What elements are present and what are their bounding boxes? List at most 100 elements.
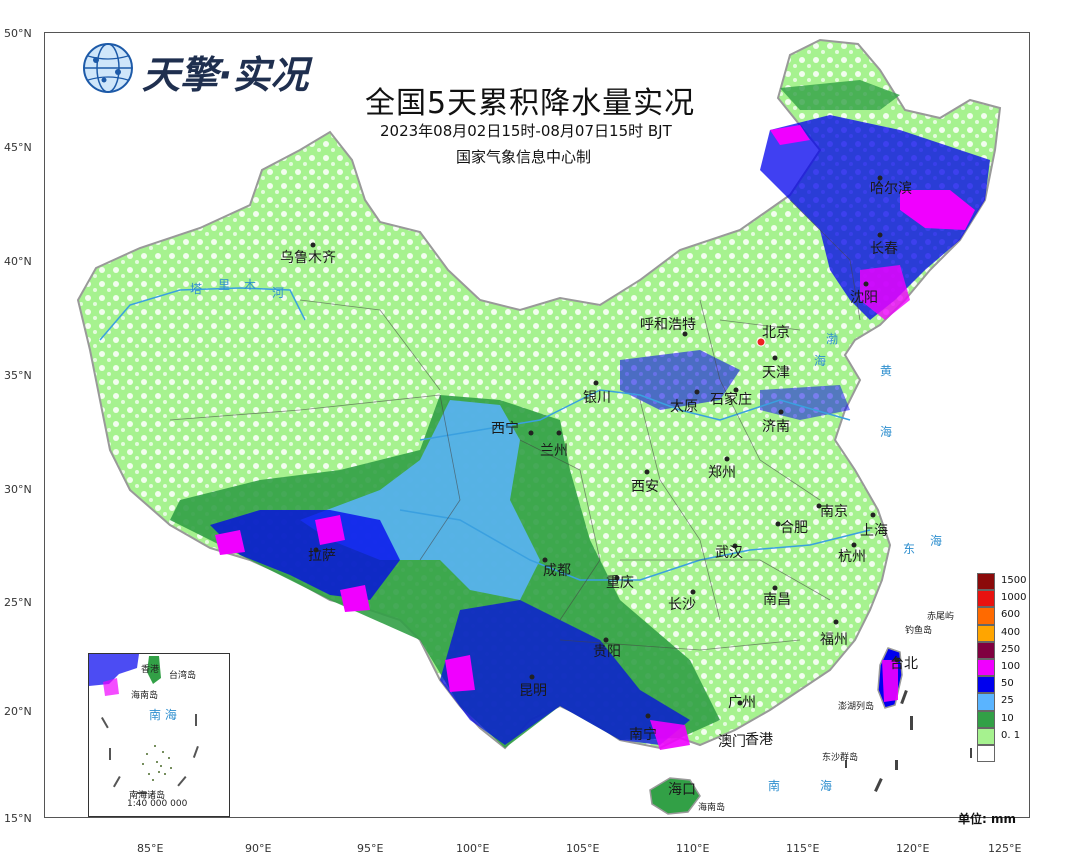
lat-label: 25°N <box>4 596 32 609</box>
legend-row <box>977 744 1057 763</box>
inset-label-hainan: 海南岛 <box>131 691 159 701</box>
city-label: 南昌 <box>763 592 791 608</box>
map-producer: 国家气象信息中心制 <box>456 148 592 166</box>
city-label: 拉萨 <box>308 548 336 564</box>
inset-scale: 1:40 000 000 <box>127 799 188 809</box>
sea-label: 黄 <box>880 364 893 378</box>
river-label: 河 <box>272 286 285 300</box>
legend-row: 400 <box>977 624 1057 642</box>
unit-label: 单位: mm <box>958 812 1016 826</box>
map-time-range: 2023年08月02日15时-08月07日15时 BJT <box>380 122 672 140</box>
lat-label: 35°N <box>4 369 32 382</box>
city-label: 海口 <box>668 782 696 798</box>
legend-label: 250 <box>1001 643 1021 655</box>
legend-swatch <box>977 573 995 591</box>
legend-label: 400 <box>1001 626 1021 638</box>
sea-label: 海 <box>930 534 943 548</box>
inset-label-nanhai: 南海诸岛 <box>129 791 166 801</box>
city-label: 南宁 <box>629 727 657 743</box>
legend-row: 1000 <box>977 590 1057 608</box>
legend-row: 250 <box>977 641 1057 659</box>
lon-label: 120°E <box>896 842 930 855</box>
tarim-river <box>99 287 306 341</box>
city-label: 重庆 <box>606 575 634 591</box>
legend-label: 10 <box>1001 712 1014 724</box>
city-label: 合肥 <box>780 520 808 536</box>
maritime-boundary <box>845 690 972 792</box>
legend-label: 100 <box>1001 660 1021 672</box>
sea-label: 海 <box>820 779 833 793</box>
lat-label: 45°N <box>4 141 32 154</box>
legend-swatch <box>977 727 995 745</box>
city-label: 杭州 <box>838 549 866 565</box>
legend-row: 0. 1 <box>977 727 1057 745</box>
legend-row: 100 <box>977 658 1057 677</box>
city-label: 石家庄 <box>710 392 752 408</box>
legend-row: 1500 <box>977 573 1057 591</box>
lat-label: 30°N <box>4 483 32 496</box>
legend-swatch <box>977 624 995 642</box>
island-label: 澎湖列岛 <box>838 702 875 712</box>
city-label: 上海 <box>860 523 888 539</box>
city-label: 济南 <box>762 419 790 435</box>
legend-swatch <box>977 590 995 608</box>
lon-label: 115°E <box>786 842 820 855</box>
city-label: 沈阳 <box>850 290 878 306</box>
map-title: 全国5天累积降水量实况 <box>365 86 696 121</box>
legend-label: 1000 <box>1001 592 1027 604</box>
city-label: 乌鲁木齐 <box>280 250 336 266</box>
city-label: 贵阳 <box>593 644 621 660</box>
sea-label: 南 <box>768 779 781 793</box>
legend-swatch <box>977 641 995 659</box>
globe-icon <box>83 43 133 93</box>
legend-swatch <box>977 658 995 677</box>
legend-label: 0. 1 <box>1001 729 1021 741</box>
lon-label: 95°E <box>357 842 384 855</box>
legend-row: 600 <box>977 607 1057 625</box>
city-label: 呼和浩特 <box>640 317 696 333</box>
sea-label: 渤 <box>826 332 839 346</box>
logo-text: 天擎·实况 <box>142 53 309 97</box>
legend-row: 50 <box>977 676 1057 694</box>
inset-label-taiwan: 台湾岛 <box>169 671 197 681</box>
lat-label: 20°N <box>4 705 32 718</box>
city-label: 银川 <box>583 390 611 406</box>
yellow-river <box>419 389 851 441</box>
city-label: 郑州 <box>708 465 736 481</box>
sea-label: 海 <box>814 354 827 368</box>
legend-swatch <box>977 676 995 694</box>
island-label: 赤尾屿 <box>927 612 955 622</box>
lon-label: 100°E <box>456 842 490 855</box>
city-label: 南京 <box>820 504 848 520</box>
beijing-marker <box>756 337 766 347</box>
city-label: 西安 <box>631 479 659 495</box>
city-label: 长沙 <box>668 597 696 613</box>
legend-row: 10 <box>977 710 1057 728</box>
legend-swatch <box>977 607 995 625</box>
city-label: 长春 <box>870 241 898 257</box>
city-markers <box>310 175 900 719</box>
city-label: 澳门 <box>718 734 746 750</box>
inset-label-hk: 香港 <box>141 665 160 675</box>
inset-label-sea: 南 海 <box>149 708 177 722</box>
precipitation-legend: 1500 1000 600 400 250 100 50 25 10 0. 1 <box>977 573 1057 763</box>
river-label: 木 <box>244 278 257 292</box>
city-label: 台北 <box>890 656 918 672</box>
city-label: 广州 <box>728 695 756 711</box>
province-borders <box>169 199 861 651</box>
city-label: 西宁 <box>491 421 519 437</box>
city-label: 哈尔滨 <box>870 181 912 197</box>
city-label: 福州 <box>820 632 848 648</box>
city-label: 成都 <box>543 563 571 579</box>
lon-label: 110°E <box>676 842 710 855</box>
city-label: 武汉 <box>715 545 743 561</box>
tianqing-logo: 天擎·实况 <box>80 40 330 97</box>
city-label: 北京 <box>762 325 790 341</box>
island-label: 东沙群岛 <box>822 753 859 763</box>
legend-swatch <box>977 744 995 763</box>
city-label: 兰州 <box>540 443 568 459</box>
legend-row: 25 <box>977 693 1057 711</box>
city-label: 天津 <box>762 365 790 381</box>
legend-label: 1500 <box>1001 575 1027 586</box>
